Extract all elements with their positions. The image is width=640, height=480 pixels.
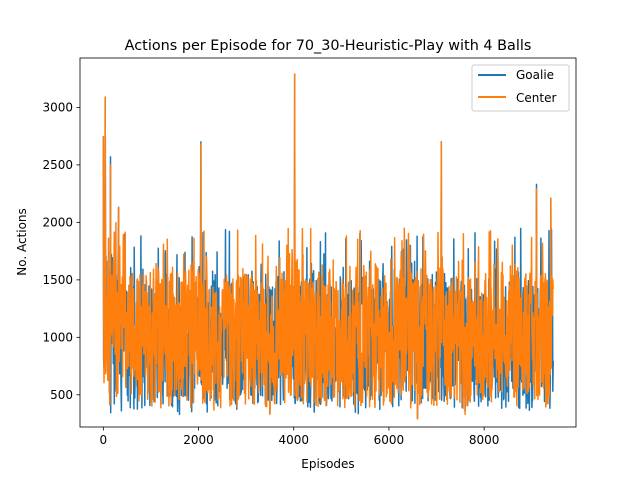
y-tick-label: 2000 (42, 215, 73, 229)
x-tick-label: 2000 (183, 433, 214, 447)
x-tick-label: 0 (100, 433, 108, 447)
chart-title: Actions per Episode for 70_30-Heuristic-… (125, 38, 532, 54)
y-axis-label: No. Actions (15, 208, 29, 276)
legend-box (471, 64, 570, 112)
y-tick-label: 3000 (42, 100, 73, 114)
y-axis: 500 1000 1500 2000 2500 3000 (42, 100, 80, 402)
series-line-center (102, 73, 554, 420)
legend: Goalie Center (471, 64, 570, 112)
y-tick-label: 2500 (42, 158, 73, 172)
legend-label-goalie: Goalie (516, 68, 554, 82)
x-axis-label: Episodes (301, 457, 354, 471)
plot-area (102, 73, 554, 420)
y-tick-label: 1500 (42, 273, 73, 287)
series-layer (102, 73, 554, 420)
x-tick-label: 4000 (278, 433, 309, 447)
x-axis: 0 2000 4000 6000 8000 (100, 427, 500, 447)
x-tick-label: 6000 (374, 433, 405, 447)
x-tick-label: 8000 (469, 433, 500, 447)
legend-label-center: Center (516, 91, 556, 105)
axes-frame (79, 57, 577, 428)
y-tick-label: 500 (50, 388, 73, 402)
y-tick-label: 1000 (42, 330, 73, 344)
